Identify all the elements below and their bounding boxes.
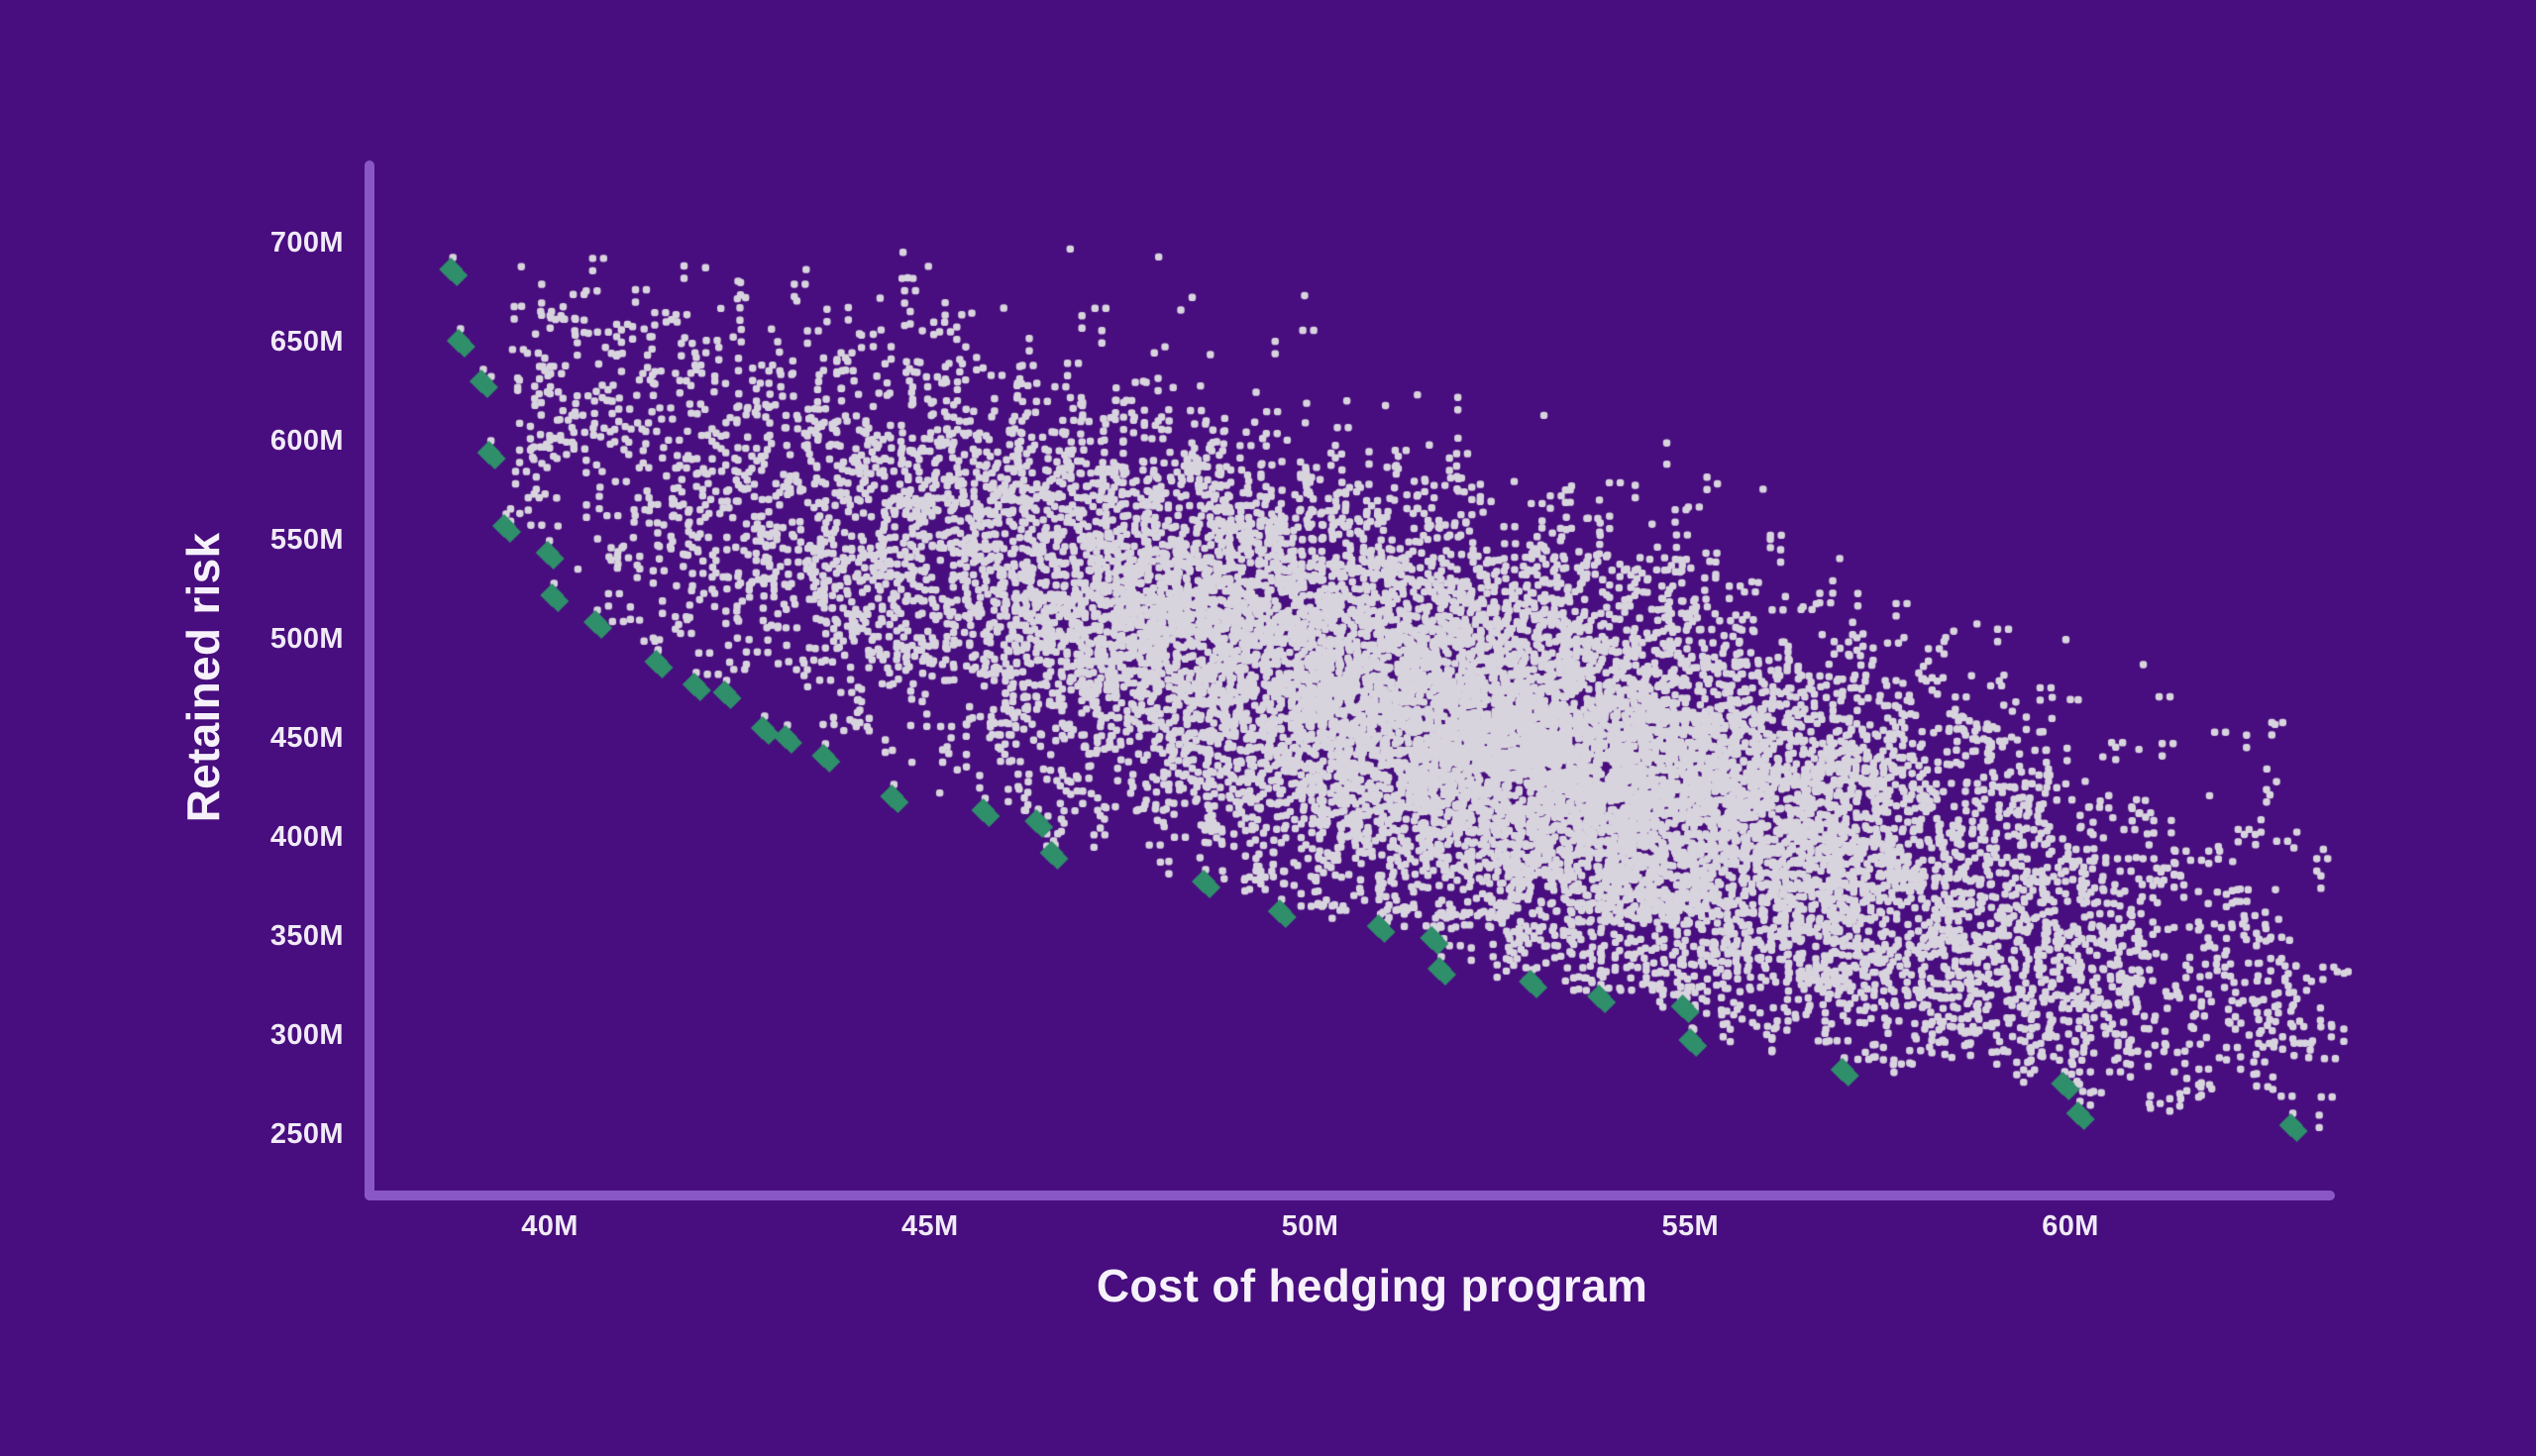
y-tick-label: 400M — [269, 821, 344, 853]
y-tick-label: 350M — [269, 920, 344, 952]
y-tick-label: 600M — [269, 425, 344, 457]
x-tick-label: 40M — [521, 1210, 579, 1242]
y-tick-label: 650M — [269, 326, 344, 358]
y-tick-label: 500M — [269, 623, 344, 655]
x-tick-label: 60M — [2042, 1210, 2099, 1242]
x-tick-label: 50M — [1281, 1210, 1339, 1242]
y-tick-label: 300M — [269, 1019, 344, 1051]
x-axis-title: Cost of hedging program — [1096, 1260, 1648, 1311]
x-axis-line — [365, 1191, 2335, 1200]
y-tick-label: 250M — [269, 1118, 344, 1150]
y-tick-label: 550M — [269, 524, 344, 556]
x-tick-label: 45M — [900, 1210, 959, 1242]
x-tick-label: 55M — [1661, 1210, 1720, 1242]
y-axis-title: Retained risk — [177, 532, 229, 823]
y-tick-label: 700M — [269, 227, 344, 259]
y-tick-label: 450M — [269, 722, 344, 754]
y-axis-line — [365, 160, 374, 1199]
